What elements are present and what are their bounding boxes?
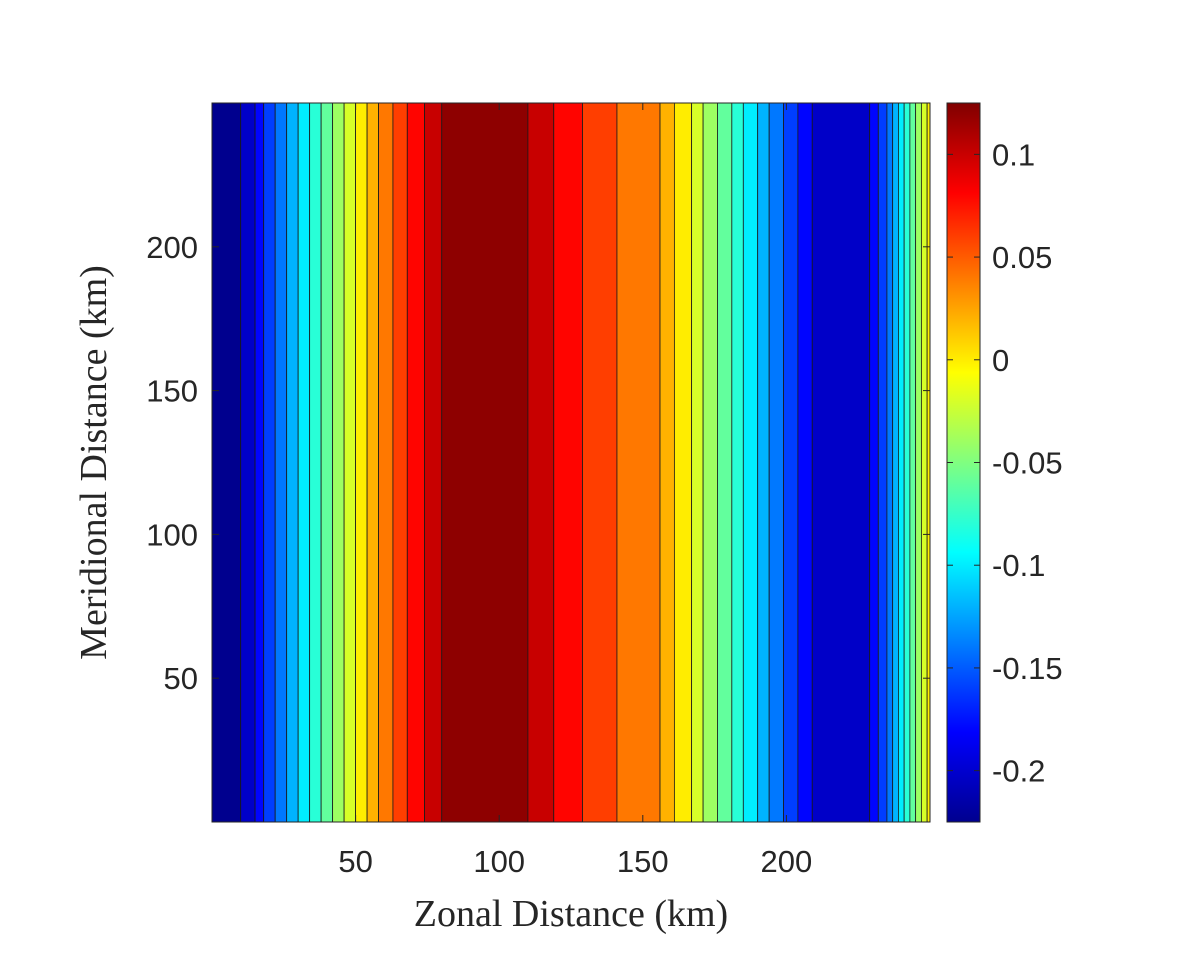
contour-band-5	[274, 102, 288, 823]
colorbar-tick-label: -0.2	[992, 754, 1045, 789]
contour-band-1	[211, 102, 242, 823]
contour-band-35	[869, 102, 879, 823]
contour-band-29	[742, 102, 759, 823]
contour-band-8	[309, 102, 322, 823]
y-tick-label: 200	[146, 230, 198, 265]
contour-band-15	[392, 102, 408, 823]
contour-band-2	[240, 102, 256, 823]
contour-band-43	[920, 102, 928, 823]
contour-band-18	[441, 102, 529, 823]
contour-band-39	[898, 102, 905, 823]
x-axis-ticks: 50 100 150 200	[338, 103, 812, 879]
contour-band-41	[909, 102, 917, 823]
contour-band-40	[903, 102, 911, 823]
contour-band-20	[553, 102, 583, 823]
plot-frame	[211, 102, 931, 823]
contour-band-13	[366, 102, 379, 823]
contour-band-11	[343, 102, 356, 823]
contour-band-22	[616, 102, 661, 823]
colorbar-tick-label: -0.1	[992, 548, 1045, 583]
contour-band-6	[286, 102, 299, 823]
contour-band-16	[406, 102, 425, 823]
colorbar-ticks: -0.2 -0.15 -0.1 -0.05 0 0.05 0.1	[947, 137, 1063, 789]
y-tick-label: 100	[146, 517, 198, 552]
contour-band-12	[355, 102, 368, 823]
contour-band-38	[892, 102, 899, 823]
y-tick-label: 50	[164, 661, 198, 696]
contour-band-17	[424, 102, 443, 823]
contour-band-33	[797, 102, 813, 823]
contour-band-26	[702, 102, 718, 823]
colorbar-tick-label: 0.1	[992, 137, 1035, 172]
contour-band-34	[811, 102, 871, 823]
colorbar-tick-label: 0.05	[992, 240, 1052, 275]
contour-band-9	[320, 102, 334, 823]
contour-band-31	[768, 102, 784, 823]
colorbar-tick-label: -0.15	[992, 651, 1063, 686]
x-tick-label: 150	[617, 844, 669, 879]
contour-band-37	[886, 102, 894, 823]
contour-band-4	[263, 102, 276, 823]
x-axis-title: Zonal Distance (km)	[414, 893, 728, 935]
contour-band-24	[673, 102, 693, 823]
contour-band-14	[378, 102, 394, 823]
contour-band-3	[254, 102, 265, 823]
y-axis-ticks: 50 100 150 200	[146, 230, 930, 696]
y-tick-label: 150	[146, 374, 198, 409]
colorbar-tick-label: 0	[992, 343, 1009, 378]
contour-band-7	[297, 102, 311, 823]
x-tick-label: 100	[473, 844, 525, 879]
x-tick-label: 50	[338, 844, 372, 879]
contour-band-42	[915, 102, 922, 823]
contour-band-32	[783, 102, 799, 823]
x-tick-label: 200	[761, 844, 813, 879]
y-axis-title: Meridional Distance (km)	[73, 265, 115, 660]
contour-band-30	[757, 102, 770, 823]
contour-band-36	[877, 102, 888, 823]
contour-band-10	[332, 102, 345, 823]
contour-band-19	[527, 102, 555, 823]
contour-band-25	[691, 102, 704, 823]
contour-band-27	[717, 102, 733, 823]
colorbar-tick-label: -0.05	[992, 446, 1063, 481]
contour-band-21	[582, 102, 618, 823]
contour-band-23	[659, 102, 675, 823]
contour-bands	[211, 102, 931, 823]
contour-band-28	[731, 102, 744, 823]
